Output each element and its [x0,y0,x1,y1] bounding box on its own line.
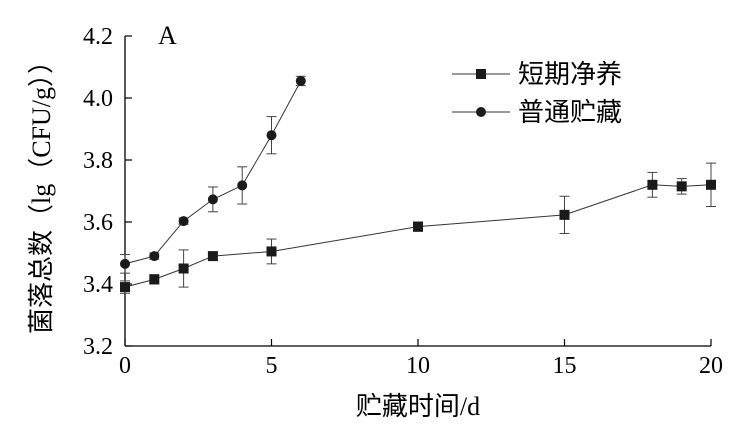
plot-area: 3.2 3.4 3.6 3.8 4.0 4.2 0 5 10 15 20 [83,24,723,379]
data-point [676,181,687,192]
data-point [266,130,277,141]
y-tick-label: 3.2 [83,334,113,360]
data-point [207,251,218,262]
data-point [706,179,716,190]
y-tick-label: 4.0 [83,86,113,112]
data-point [647,179,658,190]
y-tick-label: 3.4 [83,272,113,298]
x-tick-label: 20 [699,353,723,379]
data-point [120,258,130,269]
x-tick-label: 15 [553,353,577,379]
data-point [237,180,248,191]
data-point [207,194,218,205]
y-tick-label: 3.8 [83,148,113,174]
series-line [124,80,302,265]
data-point [266,246,277,257]
legend-label: 普通贮藏 [518,98,622,127]
series-2 [120,75,306,274]
x-tick-label: 0 [119,353,131,379]
legend-label: 短期净养 [518,60,622,89]
legend-item-2: 普通贮藏 [452,98,622,127]
data-point [413,221,423,232]
panel-label: A [158,21,177,50]
y-tick-label: 4.2 [83,24,113,50]
data-point [120,282,130,293]
legend-item-1: 短期净养 [452,60,622,89]
series-1 [120,162,716,294]
data-point [178,263,189,274]
data-point [149,251,160,262]
legend-marker [476,69,486,79]
legend-marker [476,107,486,117]
x-tick-label: 5 [266,353,278,379]
data-point [178,216,189,227]
x-tick-label: 10 [406,353,430,379]
data-point [149,274,160,285]
y-axis-title: 菌落总数（lg（CFU/g）） [27,48,56,334]
data-point [295,75,306,86]
series-line [124,184,712,288]
x-axis-title: 贮藏时间/d [356,392,480,421]
y-tick-label: 3.6 [83,210,113,236]
data-point [559,209,570,220]
